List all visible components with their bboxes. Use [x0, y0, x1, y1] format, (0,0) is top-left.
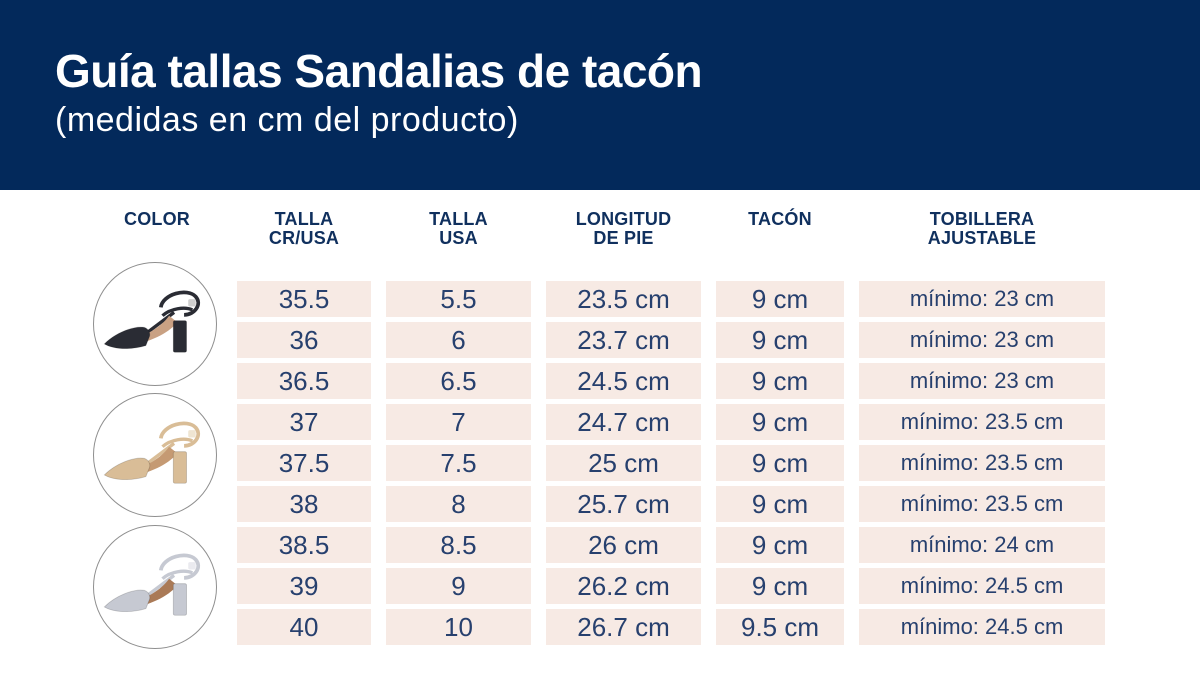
shoe-color-swatch-gold [93, 393, 217, 517]
table-cell: 37 [237, 404, 371, 440]
table-cell: 39 [237, 568, 371, 604]
shoe-color-swatch-black [93, 262, 217, 386]
table-cell: 9 cm [716, 322, 844, 358]
table-cell: 8 [386, 486, 531, 522]
table-cell: 24.7 cm [546, 404, 701, 440]
table-cell: 36.5 [237, 363, 371, 399]
table-cell: 9 cm [716, 568, 844, 604]
page-subtitle: (medidas en cm del producto) [55, 101, 519, 139]
table-cell: mínimo: 24.5 cm [859, 568, 1105, 604]
table-cell: 10 [386, 609, 531, 645]
page-title: Guía tallas Sandalias de tacón [55, 45, 703, 97]
table-cell: 36 [237, 322, 371, 358]
table-cell: mínimo: 23 cm [859, 281, 1105, 317]
table-cell: 35.5 [237, 281, 371, 317]
table-cell: 7.5 [386, 445, 531, 481]
column-header-color: COLOR [124, 209, 190, 229]
column-header-tobillera: TOBILLERA AJUSTABLE [927, 209, 1037, 248]
table-cell: 9 cm [716, 281, 844, 317]
shoe-color-swatch-silver [93, 525, 217, 649]
table-cell: 25.7 cm [546, 486, 701, 522]
table-cell: 38 [237, 486, 371, 522]
table-cell: mínimo: 23 cm [859, 363, 1105, 399]
table-cell: mínimo: 23.5 cm [859, 404, 1105, 440]
table-cell: mínimo: 23.5 cm [859, 486, 1105, 522]
column-header-longitud: LONGITUD DE PIE [575, 209, 672, 248]
table-cell: 40 [237, 609, 371, 645]
buckle [188, 430, 196, 438]
column-header-tacon: TACÓN [748, 209, 812, 229]
table-cell: 6.5 [386, 363, 531, 399]
table-cell: mínimo: 24.5 cm [859, 609, 1105, 645]
header-banner: Guía tallas Sandalias de tacón (medidas … [0, 0, 1200, 190]
table-cell: 37.5 [237, 445, 371, 481]
table-cell: 26.2 cm [546, 568, 701, 604]
table-cell: mínimo: 24 cm [859, 527, 1105, 563]
table-cell: 6 [386, 322, 531, 358]
table-cell: 26 cm [546, 527, 701, 563]
table-cell: 25 cm [546, 445, 701, 481]
column-header-talla-usa: TALLA USA [429, 209, 488, 248]
table-cell: mínimo: 23.5 cm [859, 445, 1105, 481]
table-cell: 7 [386, 404, 531, 440]
black-shoe-image [103, 290, 201, 353]
table-cell: 5.5 [386, 281, 531, 317]
table-cell: 38.5 [237, 527, 371, 563]
table-cell: 9 cm [716, 486, 844, 522]
table-body: 35.5 5.5 23.5 cm 9 cm mínimo: 23 cm 36 6… [237, 281, 1105, 645]
table-cell: 9.5 cm [716, 609, 844, 645]
table-cell: 9 [386, 568, 531, 604]
table-cell: 9 cm [716, 363, 844, 399]
table-header-row: COLOR TALLA CR/USA TALLA USA LONGITUD DE… [92, 210, 1105, 248]
buckle [188, 299, 196, 307]
table-cell: 26.7 cm [546, 609, 701, 645]
gold-shoe-image [103, 421, 201, 484]
table-cell: mínimo: 23 cm [859, 322, 1105, 358]
table-cell: 9 cm [716, 404, 844, 440]
table-cell: 24.5 cm [546, 363, 701, 399]
table-cell: 9 cm [716, 445, 844, 481]
buckle [188, 562, 196, 570]
table-cell: 23.7 cm [546, 322, 701, 358]
silver-shoe-image [103, 553, 201, 616]
column-header-talla-cr: TALLA CR/USA [268, 209, 340, 248]
table-cell: 23.5 cm [546, 281, 701, 317]
table-cell: 8.5 [386, 527, 531, 563]
table-cell: 9 cm [716, 527, 844, 563]
